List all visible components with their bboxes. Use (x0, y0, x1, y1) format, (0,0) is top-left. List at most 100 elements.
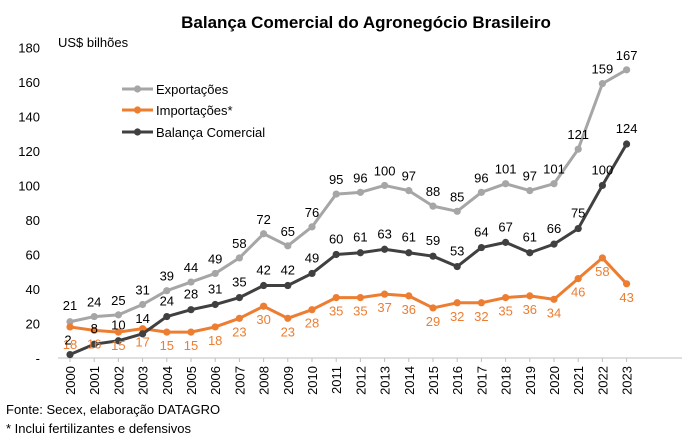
data-point (114, 337, 122, 345)
data-label: 100 (592, 162, 614, 177)
data-label: 67 (498, 219, 512, 234)
y-tick-label: - (36, 351, 40, 366)
y-tick-label: 100 (18, 178, 40, 193)
data-point (598, 80, 607, 88)
data-point (163, 328, 171, 336)
data-point (187, 278, 195, 286)
data-point (114, 328, 122, 336)
data-label: 65 (281, 224, 295, 239)
y-tick-label: 40 (26, 282, 40, 297)
data-label: 35 (232, 275, 246, 290)
data-label: 16 (87, 336, 101, 351)
data-label: 8 (91, 321, 98, 336)
legend-label: Importações* (156, 103, 233, 118)
data-point (235, 294, 243, 302)
y-tick-label: 120 (18, 144, 40, 159)
data-label: 121 (567, 127, 589, 142)
x-tick-label: 2003 (136, 366, 151, 395)
x-tick-label: 2022 (595, 366, 610, 395)
data-label: 18 (208, 333, 222, 348)
data-label: 35 (353, 304, 367, 319)
data-label: 61 (353, 230, 367, 245)
data-point (260, 302, 268, 310)
x-tick-label: 2007 (232, 366, 247, 395)
y-axis-ticks: - 20 40 60 80 100 120 140 160 180 (18, 40, 40, 366)
data-point (284, 281, 292, 290)
x-tick-label: 2021 (571, 366, 586, 395)
data-point (502, 180, 510, 188)
y-tick-label: 180 (18, 40, 40, 55)
data-point (477, 188, 485, 196)
data-point (66, 318, 74, 326)
data-point (526, 187, 534, 195)
legend-label: Exportações (156, 82, 229, 97)
data-label: 59 (426, 233, 440, 248)
data-label: 23 (232, 324, 246, 339)
x-tick-label: 2012 (353, 366, 368, 395)
data-point (623, 66, 631, 74)
data-label: 66 (547, 221, 561, 236)
x-tick-label: 2014 (402, 366, 417, 395)
x-tick-label: 2016 (450, 366, 465, 395)
x-tick-label: 2002 (111, 366, 126, 395)
data-label: 29 (426, 314, 440, 329)
data-point (66, 350, 74, 359)
legend-marker (133, 128, 142, 136)
data-label: 35 (329, 304, 343, 319)
data-point (598, 254, 607, 262)
data-point (429, 304, 437, 312)
x-tick-label: 2006 (208, 366, 223, 395)
data-point (211, 300, 219, 309)
data-point (623, 140, 631, 148)
data-point (429, 252, 437, 260)
data-label: 76 (305, 205, 319, 220)
data-point (260, 230, 268, 238)
data-label: 44 (184, 260, 198, 275)
data-point (260, 281, 268, 290)
data-label: 21 (63, 298, 77, 313)
data-point (332, 250, 340, 259)
data-point (381, 290, 389, 298)
data-point (405, 292, 413, 300)
data-point (574, 224, 582, 233)
x-tick-label: 2000 (63, 366, 78, 395)
series-lines (66, 66, 631, 359)
data-label: 39 (160, 269, 174, 284)
data-label: 49 (305, 250, 319, 265)
data-label: 23 (281, 324, 295, 339)
data-point (332, 294, 340, 302)
data-label: 36 (402, 302, 416, 317)
x-tick-label: 2013 (378, 366, 393, 395)
data-point (66, 323, 74, 331)
data-label: 28 (305, 316, 319, 331)
x-tick-label: 2018 (499, 366, 514, 395)
y-axis-label: US$ bilhões (58, 35, 129, 50)
data-label: 30 (256, 312, 270, 327)
data-label: 15 (111, 338, 125, 353)
source-note: Fonte: Secex, elaboração DATAGRO (6, 402, 221, 417)
data-point (187, 306, 195, 314)
data-label: 25 (111, 293, 125, 308)
data-point (356, 249, 364, 257)
data-point (114, 311, 122, 319)
data-label: 31 (208, 282, 222, 297)
data-point (139, 325, 147, 333)
data-point (356, 188, 364, 196)
data-label: 49 (208, 251, 222, 266)
data-label: 63 (377, 226, 391, 241)
data-label: 159 (592, 62, 614, 77)
data-point (550, 295, 558, 303)
data-point (502, 238, 510, 246)
data-point (235, 314, 243, 322)
x-tick-label: 2005 (184, 366, 199, 395)
data-point (308, 306, 316, 314)
data-point (90, 312, 98, 321)
data-label: 85 (450, 189, 464, 204)
data-point (381, 245, 389, 253)
data-label: 28 (184, 287, 198, 302)
data-point (453, 262, 461, 271)
data-point (139, 330, 147, 338)
data-point (235, 254, 243, 262)
x-tick-label: 2015 (426, 366, 441, 395)
x-tick-label: 2001 (87, 366, 102, 395)
